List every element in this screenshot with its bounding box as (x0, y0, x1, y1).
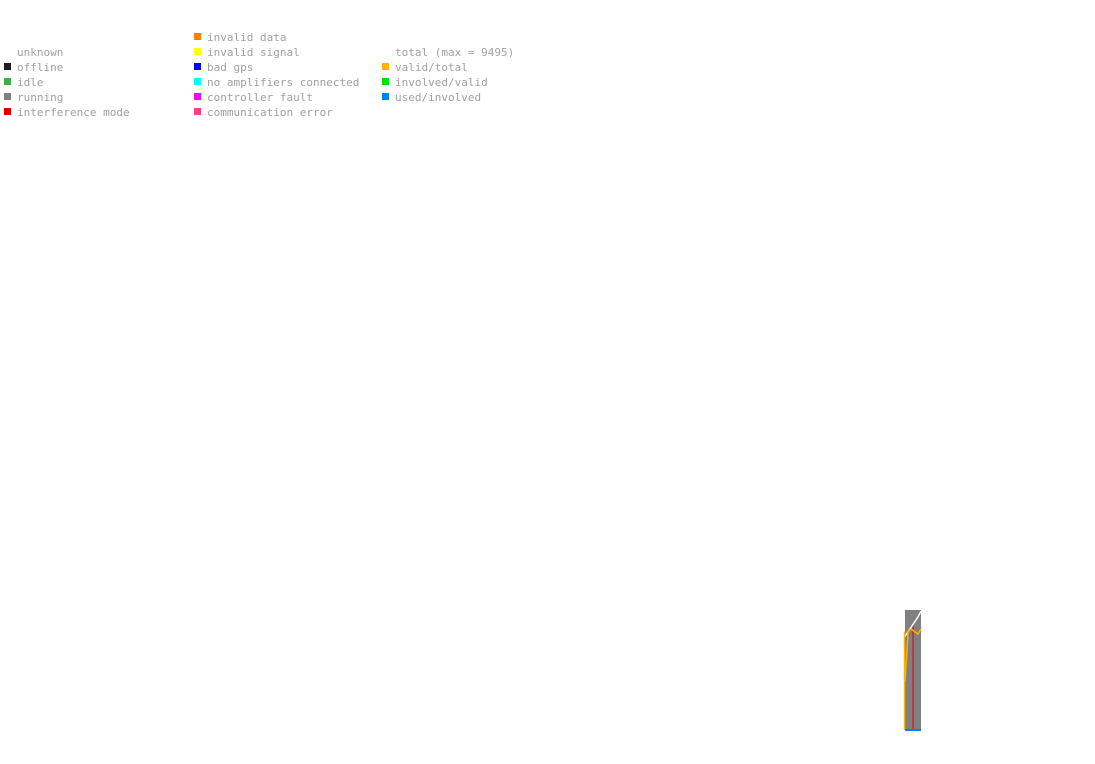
legend-swatch (194, 48, 201, 55)
legend-label: invalid data (207, 31, 287, 44)
legend-label: controller fault (207, 91, 313, 104)
legend-swatch (194, 108, 201, 115)
legend-swatch (382, 63, 389, 70)
legend-label: idle (17, 76, 44, 89)
legend-swatch (194, 33, 201, 40)
legend-swatch (4, 63, 11, 70)
legend-label: running (17, 91, 64, 104)
series-line-1 (904, 628, 922, 683)
legend-label: offline (17, 61, 64, 74)
legend-label: bad gps (207, 61, 254, 74)
legend-label: total (max = 9495) (395, 46, 515, 59)
legend-label: valid/total (395, 61, 468, 74)
legend-swatch (4, 93, 11, 100)
legend-swatch (194, 93, 201, 100)
legend-label: invalid signal (207, 46, 300, 59)
legend-label: unknown (17, 46, 64, 59)
status-chart (903, 610, 922, 731)
legend-label: involved/valid (395, 76, 488, 89)
legend-label: interference mode (17, 106, 130, 119)
legend-swatch (194, 63, 201, 70)
legend-label: communication error (207, 106, 333, 119)
legend-swatch (382, 93, 389, 100)
legend-swatch (4, 78, 11, 85)
legend-swatch (194, 78, 201, 85)
legend-swatch (382, 78, 389, 85)
legend-swatch (4, 108, 11, 115)
legend-label: used/involved (395, 91, 482, 104)
legend-label: no amplifiers connected (207, 76, 360, 89)
